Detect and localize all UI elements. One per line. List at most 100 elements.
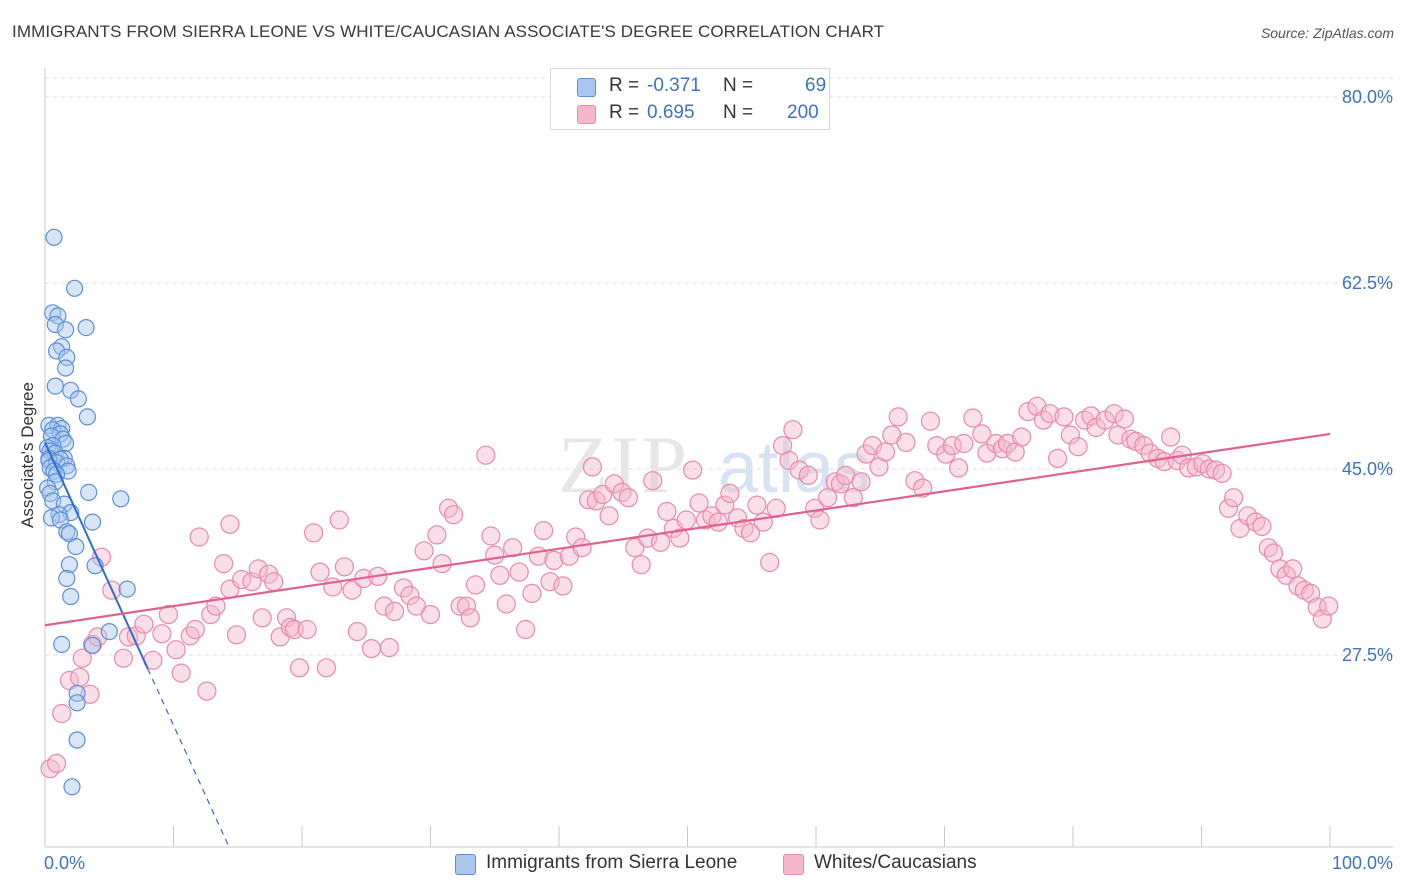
pink-points-point-128 — [843, 488, 863, 508]
pink-points-point-119 — [783, 420, 803, 440]
pink-points-point-190 — [1263, 543, 1284, 563]
pink-points-point-17 — [158, 604, 178, 625]
blue-points-point-63 — [63, 778, 81, 796]
pink-points-point-96 — [638, 528, 658, 548]
blue-points-point-57 — [100, 622, 118, 641]
legend-label: Whites/Caucasians — [814, 852, 977, 873]
pink-points-point-135 — [888, 407, 908, 427]
pink-points-point-0 — [40, 759, 60, 779]
r-label: R = — [609, 102, 640, 123]
pink-points-point-90 — [599, 506, 619, 526]
pink-points-point-109 — [720, 483, 740, 503]
pink-points-point-92 — [612, 482, 632, 502]
pink-points-point-148 — [986, 433, 1006, 454]
blue-points-point-54 — [58, 569, 76, 588]
pink-points-point-137 — [905, 471, 925, 491]
pink-points-point-55 — [384, 601, 405, 622]
correlation-legend: R = -0.371 N = 69 R = 0.695 N = 200 — [550, 68, 830, 130]
y-tick-label-3: 80.0% — [1342, 87, 1393, 107]
pink-points-point-6 — [72, 648, 92, 668]
pink-points-point-28 — [220, 514, 240, 534]
pink-points-point-44 — [316, 658, 336, 678]
r-label: R = — [609, 75, 640, 96]
blue-points-point-55 — [118, 580, 136, 598]
pink-points-point-144 — [954, 433, 974, 454]
pink-points-point-182 — [1212, 463, 1232, 483]
blue-points-point-41 — [112, 490, 130, 508]
pink-points-point-75 — [509, 562, 529, 582]
n-label: N = — [723, 102, 754, 123]
pink-points-point-146 — [972, 424, 992, 444]
pink-points-point-167 — [1114, 409, 1135, 429]
blue-points-point-10 — [56, 359, 75, 377]
whites-swatch — [577, 105, 596, 124]
blue-points-point-60 — [68, 684, 86, 702]
pink-points-point-70 — [481, 526, 501, 546]
pink-points-point-29 — [226, 625, 247, 645]
pink-points-point-32 — [248, 559, 268, 579]
n-label: N = — [723, 75, 754, 96]
pink-points-point-62 — [432, 553, 452, 574]
pink-points-point-121 — [798, 465, 818, 485]
pink-points-point-153 — [1018, 402, 1038, 422]
pink-points-point-95 — [631, 555, 651, 575]
pink-points-point-53 — [374, 596, 394, 616]
r-value: 0.695 — [647, 102, 695, 123]
pink-points-point-118 — [779, 450, 799, 471]
pink-points-point-71 — [485, 545, 505, 565]
pink-points-point-162 — [1081, 406, 1101, 426]
pink-points-point-40 — [289, 658, 309, 678]
pink-points-point-156 — [1040, 404, 1060, 424]
pink-points-point-60 — [420, 604, 441, 625]
blue-points-point-49 — [58, 523, 76, 541]
chart-title: IMMIGRANTS FROM SIERRA LEONE VS WHITE/CA… — [12, 22, 885, 41]
pink-points-point-21 — [185, 619, 205, 640]
blue-points-point-61 — [68, 694, 86, 712]
pink-points-point-56 — [393, 578, 414, 598]
pink-points-point-174 — [1161, 427, 1181, 447]
blue-points-point-5 — [77, 319, 95, 337]
pink-points-point-98 — [650, 532, 671, 552]
pink-points-point-102 — [676, 510, 696, 530]
pink-points-point-123 — [810, 510, 830, 530]
pink-points-point-115 — [760, 552, 780, 573]
pink-points-point-73 — [496, 594, 516, 614]
pink-points-point-66 — [456, 596, 477, 616]
pink-points-point-86 — [578, 490, 599, 510]
pink-points-point-63 — [438, 498, 459, 518]
pink-points-point-23 — [197, 681, 217, 701]
blue-points-point-39 — [80, 483, 98, 501]
blue-points-point-58 — [53, 635, 71, 654]
pink-points-point-25 — [206, 596, 226, 616]
pink-points-point-170 — [1134, 436, 1154, 456]
pink-points-point-145 — [963, 408, 983, 428]
pink-points-point-54 — [379, 637, 399, 658]
pink-points-point-113 — [747, 495, 767, 515]
pink-points-point-133 — [875, 442, 896, 462]
pink-points-point-188 — [1252, 516, 1272, 537]
pink-points-point-61 — [427, 525, 447, 545]
pink-points-point-22 — [189, 527, 209, 547]
trend-line-sierra-leone — [44, 442, 149, 670]
pink-points-point-93 — [618, 488, 639, 508]
pink-points-point-99 — [657, 501, 677, 522]
pink-points-point-43 — [310, 562, 330, 582]
pink-points-point-59 — [414, 541, 434, 561]
trend-line-sierra-leone-extension — [147, 668, 230, 847]
pink-points-point-67 — [460, 608, 480, 628]
trend-line-whites — [44, 432, 1331, 627]
blue-points-point-14 — [78, 408, 97, 426]
pink-points-point-160 — [1068, 437, 1088, 457]
source-label: Source: ZipAtlas.com — [1260, 25, 1394, 41]
pink-points-point-165 — [1104, 404, 1124, 424]
y-tick-label-1: 45.0% — [1342, 459, 1393, 479]
pink-points-point-94 — [625, 538, 645, 558]
pink-points-point-46 — [329, 510, 349, 530]
pink-points-point-37 — [277, 608, 297, 628]
pink-points-point-77 — [522, 583, 542, 604]
blue-points-point-13 — [69, 390, 88, 408]
pink-points-point-11 — [113, 648, 134, 668]
pink-points-point-186 — [1238, 506, 1258, 526]
pink-points-point-129 — [851, 472, 871, 492]
